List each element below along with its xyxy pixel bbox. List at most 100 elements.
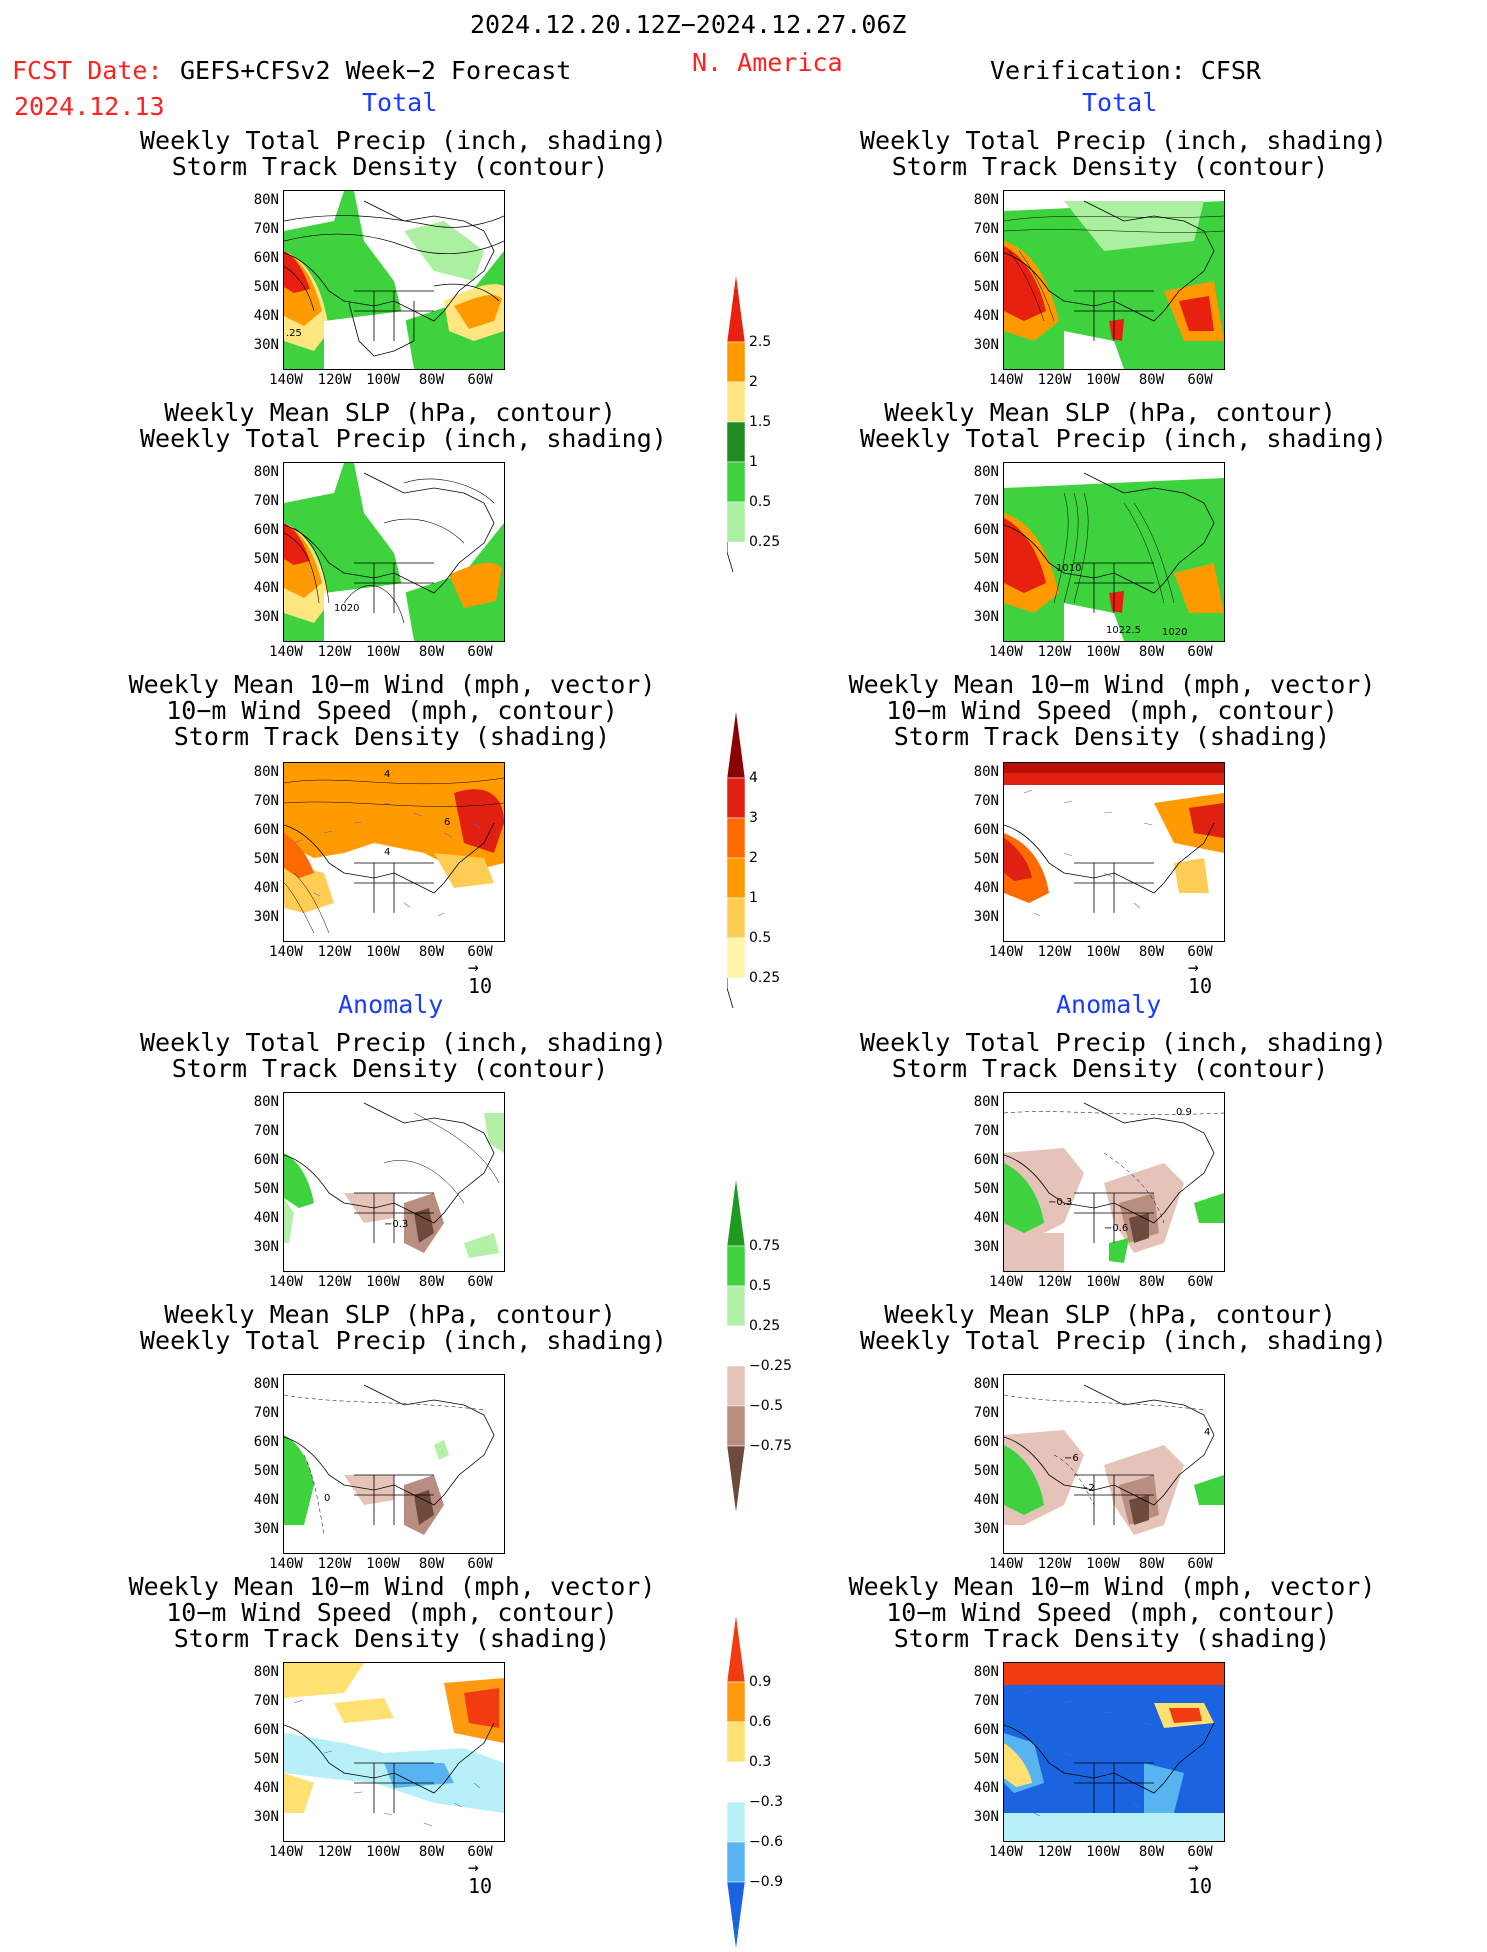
section-total-left: Total xyxy=(362,88,438,117)
slp-contours xyxy=(1053,492,1175,604)
lat-tick-label: 30N xyxy=(253,1521,279,1537)
lat-tick-label: 70N xyxy=(253,1405,279,1421)
region-label: N. America xyxy=(692,48,843,77)
lat-tick-label: 40N xyxy=(973,1780,999,1796)
lon-tick-label: 100W xyxy=(1086,1556,1120,1572)
map-canvas: .25 xyxy=(284,191,504,369)
colorbar-segment xyxy=(727,857,746,899)
colorbar-label: 0.9 xyxy=(749,1674,771,1690)
vector-ref-arrow-icon: → xyxy=(1188,957,1199,978)
lat-tick-label: 70N xyxy=(253,493,279,509)
lat-tick-label: 40N xyxy=(973,308,999,324)
map-ob-total-slp-precip: 1010 1022.5 1020 xyxy=(1003,462,1225,642)
coastline xyxy=(284,1722,495,1813)
colorbar-label: 0.5 xyxy=(749,1278,771,1294)
map-fc-anom-wind-track xyxy=(283,1662,505,1842)
colorbar-segment xyxy=(727,1721,746,1763)
lat-tick-label: 30N xyxy=(253,337,279,353)
lon-tick-label: 80W xyxy=(1138,372,1165,388)
map-fc-total-wind-track: 4 6 4 xyxy=(283,762,505,942)
lon-tick-label: 80W xyxy=(1138,1274,1165,1290)
colorbar-label: −0.5 xyxy=(749,1398,783,1414)
map-canvas: 4 6 4 xyxy=(284,763,504,941)
vector-ref-arrow-icon: → xyxy=(1188,1857,1199,1878)
lon-tick-label: 100W xyxy=(1086,1274,1120,1290)
title-ob-anom-3: Weekly Mean 10−m Wind (mph, vector) 10−m… xyxy=(832,1574,1392,1652)
lat-tick-label: 40N xyxy=(253,1780,279,1796)
map-canvas xyxy=(1004,1663,1224,1841)
colorbar-label: 0.5 xyxy=(749,494,771,510)
lat-tick-label: 50N xyxy=(253,1751,279,1767)
title-line: Storm Track Density (contour) xyxy=(171,152,609,181)
lat-tick-label: 50N xyxy=(973,551,999,567)
coastline xyxy=(284,472,495,613)
lon-tick-label: 140W xyxy=(269,644,303,660)
lon-tick-label: 60W xyxy=(467,644,493,660)
storm-track-contours xyxy=(1004,1111,1224,1224)
colorbar-label: −0.9 xyxy=(749,1874,783,1890)
lon-tick-label: 60W xyxy=(1187,644,1213,660)
lon-tick-label: 120W xyxy=(1037,372,1072,388)
lat-tick-label: 70N xyxy=(973,1405,999,1421)
coastline xyxy=(1004,1384,1215,1525)
vector-ref-label: 10 xyxy=(1188,1874,1213,1898)
map-canvas xyxy=(1004,200,1224,369)
vector-ref-fc-total: → 10 xyxy=(468,959,492,999)
colorbar-segment xyxy=(727,817,746,859)
lon-tick-label: 140W xyxy=(989,1274,1023,1290)
lat-tick-label: 30N xyxy=(253,1239,279,1255)
lat-tick-label: 50N xyxy=(253,851,279,867)
storm-track-contours xyxy=(383,1112,500,1204)
lat-tick-label: 80N xyxy=(253,1376,279,1392)
lon-tick-label: 100W xyxy=(366,1274,400,1290)
lat-tick-label: 50N xyxy=(253,551,279,567)
lon-tick-label: 80W xyxy=(418,644,445,660)
lat-tick-label: 80N xyxy=(253,1094,279,1110)
lat-tick-label: 80N xyxy=(253,764,279,780)
lon-tick-label: 80W xyxy=(418,1274,445,1290)
lat-tick-label: 80N xyxy=(973,1664,999,1680)
title-line: Weekly Mean 10−m Wind (mph, vector) xyxy=(848,1572,1376,1601)
title-ob-total-1: Weekly Total Precip (inch, shading) Stor… xyxy=(860,128,1387,181)
lat-tick-label: 80N xyxy=(973,1376,999,1392)
title-line: Weekly Mean 10−m Wind (mph, vector) xyxy=(848,670,1376,699)
lat-tick-label: 30N xyxy=(973,1239,999,1255)
lat-tick-label: 60N xyxy=(973,1434,999,1450)
lon-tick-label: 140W xyxy=(269,1844,303,1860)
lat-tick-label: 50N xyxy=(973,1181,999,1197)
lon-tick-label: 100W xyxy=(1086,1844,1120,1860)
colorbar-label: 0.6 xyxy=(749,1714,771,1730)
title-line: Storm Track Density (shading) xyxy=(893,1624,1331,1653)
lon-tick-label: 80W xyxy=(418,372,445,388)
colorbar-label: 0.25 xyxy=(749,534,780,550)
map-ob-anom-precip-track: 0.9 −0.3 −0.6 xyxy=(1003,1092,1225,1272)
lat-tick-label: 30N xyxy=(253,909,279,925)
lon-tick-label: 100W xyxy=(1086,644,1120,660)
map-ob-anom-wind-track xyxy=(1003,1662,1225,1842)
lon-tick-label: 80W xyxy=(1138,1556,1165,1572)
lat-tick-label: 70N xyxy=(253,1123,279,1139)
colorbar-label: −0.75 xyxy=(749,1438,792,1454)
colorbar-segment xyxy=(727,1801,746,1843)
lat-tick-label: 70N xyxy=(973,221,999,237)
colorbar-segment xyxy=(727,1761,746,1803)
map-canvas: 1010 1022.5 1020 xyxy=(1004,463,1224,641)
section-anomaly-right: Anomaly xyxy=(1056,990,1162,1019)
lat-tick-label: 50N xyxy=(973,1751,999,1767)
coastline xyxy=(284,1384,495,1525)
map-fc-anom-slp-precip: 0 xyxy=(283,1374,505,1554)
vector-ref-ob-anom: → 10 xyxy=(1188,1857,1213,1899)
title-line: Weekly Total Precip (inch, shading) xyxy=(860,1326,1387,1355)
lon-tick-label: 140W xyxy=(269,372,303,388)
colorbar-segment xyxy=(727,709,746,779)
colorbar-svg: 4 3 2 1 0.5 0.25 xyxy=(727,709,780,1008)
lon-tick-label: 120W xyxy=(1037,1274,1072,1290)
title-line: Storm Track Density (contour) xyxy=(891,152,1329,181)
lon-tick-label: 80W xyxy=(1138,1844,1165,1860)
lat-tick-label: 40N xyxy=(253,1492,279,1508)
lat-tick-label: 30N xyxy=(973,337,999,353)
colorbar-segment xyxy=(727,1841,746,1883)
colorbar-segment xyxy=(727,1365,746,1407)
lat-tick-label: 30N xyxy=(253,609,279,625)
colorbar-track-anom: 0.9 0.6 0.3 −0.3 −0.6 −0.9 xyxy=(727,1612,827,1952)
